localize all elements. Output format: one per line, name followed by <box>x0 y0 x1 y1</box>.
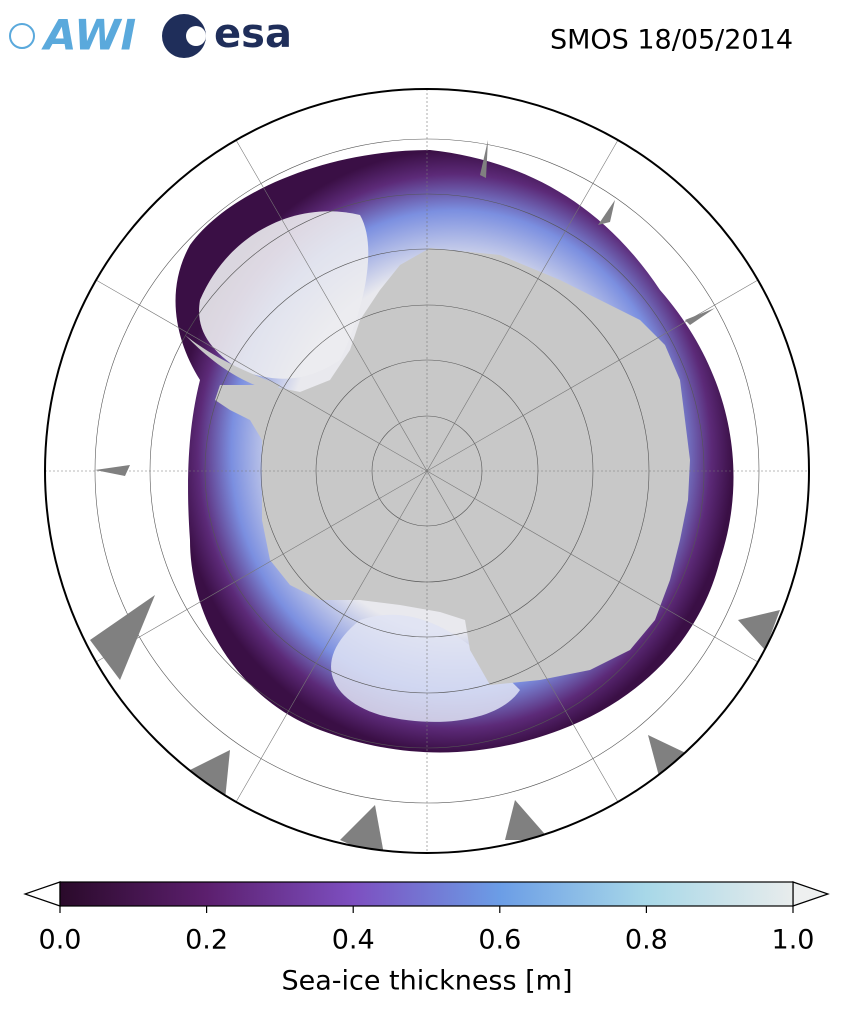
extend-high <box>792 881 830 907</box>
land-fragments <box>90 140 780 853</box>
weddell-ice <box>199 211 369 379</box>
tick-label: 1.0 <box>772 925 815 956</box>
tick-label: 0.2 <box>185 925 228 956</box>
tick-label: 0.6 <box>478 925 521 956</box>
logo-text: esa <box>214 11 292 57</box>
awi-logo: AWI <box>9 11 136 60</box>
colorbar-label: Sea-ice thickness [m] <box>281 966 572 997</box>
tick-label: 0.0 <box>39 925 82 956</box>
tick-label: 0.8 <box>625 925 668 956</box>
ross-ice <box>331 614 520 722</box>
antarctica <box>215 248 690 685</box>
logo-text: AWI <box>41 11 136 60</box>
extend-low <box>23 881 61 907</box>
colorbar-body <box>59 881 794 907</box>
tick-label: 0.4 <box>332 925 375 956</box>
colorbar: Sea-ice thickness [m] 0.0 0.2 0.4 0.6 0.8 1.0 <box>23 881 830 997</box>
title: SMOS 18/05/2014 <box>550 25 793 56</box>
map <box>45 89 809 853</box>
esa-logo: esa <box>162 11 292 58</box>
peninsula <box>185 335 280 392</box>
meridians <box>45 89 809 853</box>
map-frame <box>44 88 810 854</box>
